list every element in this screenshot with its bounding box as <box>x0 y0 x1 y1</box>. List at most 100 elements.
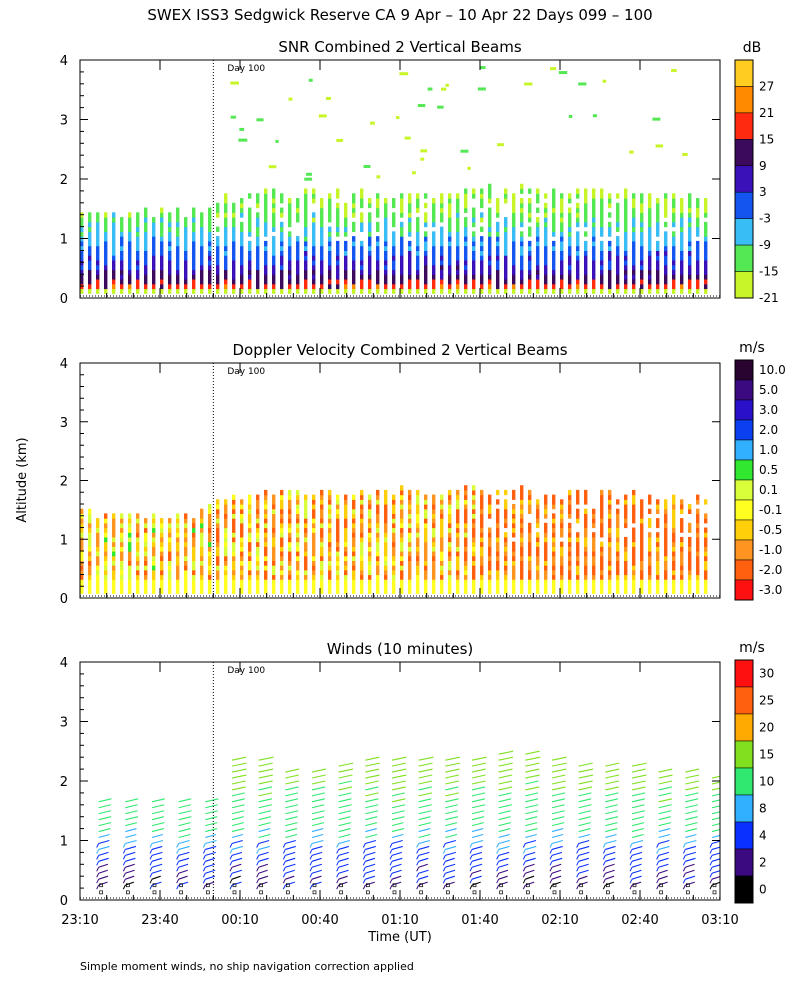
velocity-cell <box>520 489 524 496</box>
snr-cell <box>136 236 140 242</box>
velocity-cell <box>120 518 124 524</box>
velocity-cell <box>616 508 620 514</box>
snr-cell <box>320 278 324 285</box>
velocity-cell <box>440 499 444 505</box>
wind-barb <box>418 780 433 785</box>
velocity-cell <box>648 560 652 566</box>
wind-barb <box>151 857 162 862</box>
velocity-cell <box>208 574 212 580</box>
wind-barb <box>125 804 138 809</box>
velocity-cell <box>384 522 388 529</box>
snr-cell <box>640 288 644 294</box>
velocity-cell <box>632 588 636 594</box>
snr-cell <box>128 264 132 271</box>
velocity-cell <box>216 574 220 580</box>
wind-barb-flag <box>362 884 366 890</box>
wind-barb-flag <box>96 849 100 854</box>
calm-marker <box>419 890 424 895</box>
velocity-cell <box>496 499 500 505</box>
velocity-cell <box>336 541 340 547</box>
velocity-cell <box>376 518 380 524</box>
velocity-cell <box>440 518 444 524</box>
velocity-cell <box>312 536 316 543</box>
velocity-cell <box>352 536 356 543</box>
velocity-cell <box>352 574 356 580</box>
snr-cell <box>424 202 428 209</box>
velocity-cell <box>120 541 124 547</box>
velocity-cell <box>152 532 156 538</box>
snr-cell <box>272 264 276 271</box>
snr-cell <box>304 226 308 232</box>
wind-barb <box>498 845 510 850</box>
snr-cell <box>576 212 580 218</box>
snr-cell <box>496 288 500 294</box>
snr-cell <box>432 240 436 247</box>
velocity-cell <box>320 504 324 510</box>
snr-cell <box>624 226 628 232</box>
velocity-cell <box>368 494 372 500</box>
velocity-cell <box>560 541 564 547</box>
velocity-cell <box>640 536 644 543</box>
snr-cell <box>360 250 364 256</box>
velocity-cell <box>568 555 572 561</box>
wind-barb-flag <box>389 878 393 884</box>
velocity-cell <box>544 499 548 505</box>
y-tick-label: 2 <box>60 775 68 790</box>
wind-barb-flag <box>549 855 553 860</box>
snr-cell <box>600 202 604 209</box>
wind-barb <box>525 780 539 785</box>
calm-marker <box>259 890 264 895</box>
velocity-cell <box>600 508 604 514</box>
velocity-cell <box>312 518 316 524</box>
velocity-cell <box>280 518 284 524</box>
snr-cell <box>128 245 132 251</box>
velocity-cell <box>544 579 548 585</box>
snr-cell <box>288 288 292 294</box>
y-tick-label: 0 <box>60 292 68 307</box>
wind-barb <box>418 816 431 821</box>
snr-cell <box>232 269 236 275</box>
velocity-cell <box>600 546 604 552</box>
velocity-cell <box>232 494 236 500</box>
snr-cell <box>688 283 692 290</box>
velocity-cell <box>344 569 348 576</box>
snr-cell <box>544 259 548 266</box>
velocity-cell <box>432 569 436 576</box>
snr-cell <box>168 264 172 271</box>
snr-cell <box>464 193 468 199</box>
velocity-cell <box>480 560 484 566</box>
colorbar-swatch <box>734 419 754 441</box>
velocity-cell <box>528 499 532 505</box>
snr-cell <box>600 264 604 271</box>
velocity-cell <box>672 588 676 594</box>
snr-cell <box>376 193 380 199</box>
snr-cell <box>128 250 132 256</box>
wind-barb <box>631 762 647 767</box>
wind-barb <box>98 869 108 874</box>
velocity-cell <box>440 579 444 585</box>
velocity-cell <box>608 546 612 552</box>
snr-cell <box>200 217 204 223</box>
calm-marker <box>552 890 557 895</box>
velocity-cell <box>296 579 300 585</box>
velocity-cell <box>336 522 340 529</box>
snr-cell <box>704 255 708 261</box>
wind-barb <box>258 756 274 761</box>
snr-cell <box>240 250 244 256</box>
velocity-cell <box>288 508 292 514</box>
wind-barb <box>445 798 459 803</box>
velocity-cell <box>224 513 228 519</box>
velocity-cell <box>696 536 700 543</box>
wind-barb <box>311 851 323 856</box>
snr-cell <box>424 259 428 266</box>
velocity-cell <box>336 513 340 519</box>
velocity-cell <box>296 551 300 557</box>
velocity-cell <box>256 541 260 547</box>
velocity-cell <box>360 527 364 533</box>
snr-cell <box>352 288 356 294</box>
snr-cell <box>104 245 108 251</box>
snr-cell <box>376 255 380 261</box>
snr-cell <box>256 193 260 199</box>
velocity-cell <box>640 555 644 561</box>
velocity-cell <box>568 579 572 585</box>
